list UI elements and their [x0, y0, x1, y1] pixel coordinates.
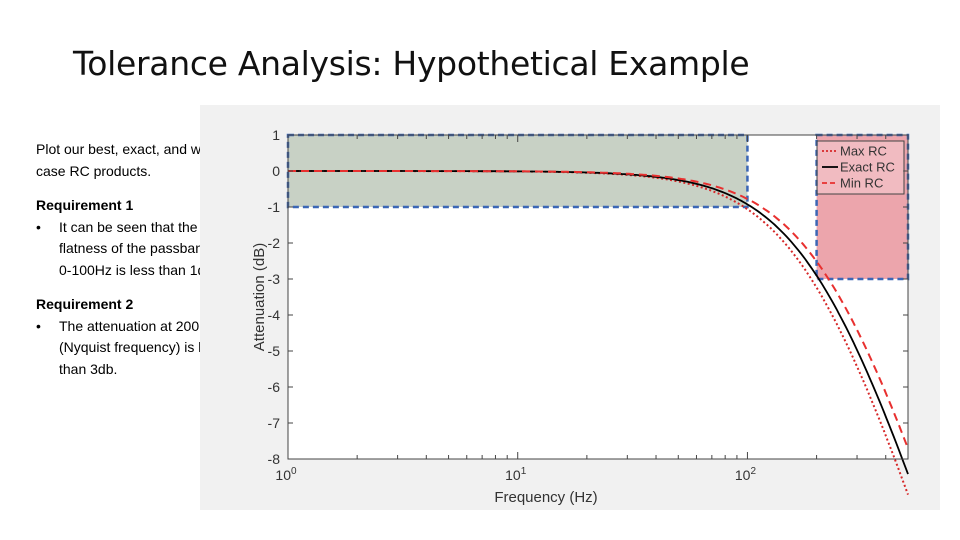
slide-title: Tolerance Analysis: Hypothetical Example: [73, 44, 750, 83]
series-lines: [288, 170, 909, 495]
requirement-1: Requirement 1 • It can be seen that the …: [36, 195, 246, 281]
y-tick-label: -5: [268, 343, 281, 359]
x-axis-label: Frequency (Hz): [494, 489, 597, 506]
requirement-1-heading: Requirement 1: [36, 197, 134, 213]
y-tick-label: -1: [268, 199, 281, 215]
axis-ticks: [287, 134, 909, 460]
y-axis-label: Attenuation (dB): [251, 243, 268, 351]
legend-entry: Max RC: [840, 144, 887, 159]
y-tick-label: 0: [272, 163, 280, 179]
y-tick-label: -4: [268, 307, 281, 323]
requirement-2: Requirement 2 • The attenuation at 200Hz…: [36, 294, 246, 380]
bullet-icon: •: [36, 317, 41, 334]
x-tick-exponent: 0: [291, 466, 297, 477]
plot-frame: [287, 134, 909, 460]
requirement-1-text: It can be seen that the flatness of the …: [59, 218, 243, 278]
x-tick-exponent: 2: [750, 466, 756, 477]
left-text-panel: Plot our best, exact, and worst case RC …: [36, 139, 246, 393]
passband-requirement-border: [286, 133, 749, 209]
series-line-max-rc: [288, 170, 909, 495]
attenuation-chart: 10-1-2-3-4-5-6-7-8 100 101 102 Frequency (…: [200, 105, 940, 510]
requirement-2-bullet: • The attenuation at 200Hz (Nyquist freq…: [36, 316, 246, 381]
requirement-2-heading: Requirement 2: [36, 296, 134, 312]
x-tick-exponent: 1: [521, 466, 527, 477]
requirement-2-text: The attenuation at 200Hz (Nyquist freque…: [59, 317, 224, 377]
y-tick-label: -6: [268, 379, 281, 395]
nyquist-requirement-fill: [816, 135, 908, 279]
intro-text: Plot our best, exact, and worst case RC …: [36, 141, 225, 179]
bullet-icon: •: [36, 218, 41, 235]
series-line-exact-rc: [288, 170, 909, 475]
y-tick-label: -2: [268, 235, 281, 251]
series-line-min-rc: [288, 170, 909, 449]
y-tick-label: 1: [272, 127, 280, 143]
legend-entry: Min RC: [840, 176, 883, 191]
y-tick-label: -8: [268, 451, 281, 467]
requirement-1-bullet: • It can be seen that the flatness of th…: [36, 217, 246, 282]
legend-entry: Exact RC: [840, 160, 895, 175]
y-tick-labels: 1 0 -1 -2 -3 -4 -5 -6 -7 -8: [268, 127, 281, 467]
y-tick-label: -3: [268, 271, 281, 287]
y-tick-label: -7: [268, 415, 281, 431]
